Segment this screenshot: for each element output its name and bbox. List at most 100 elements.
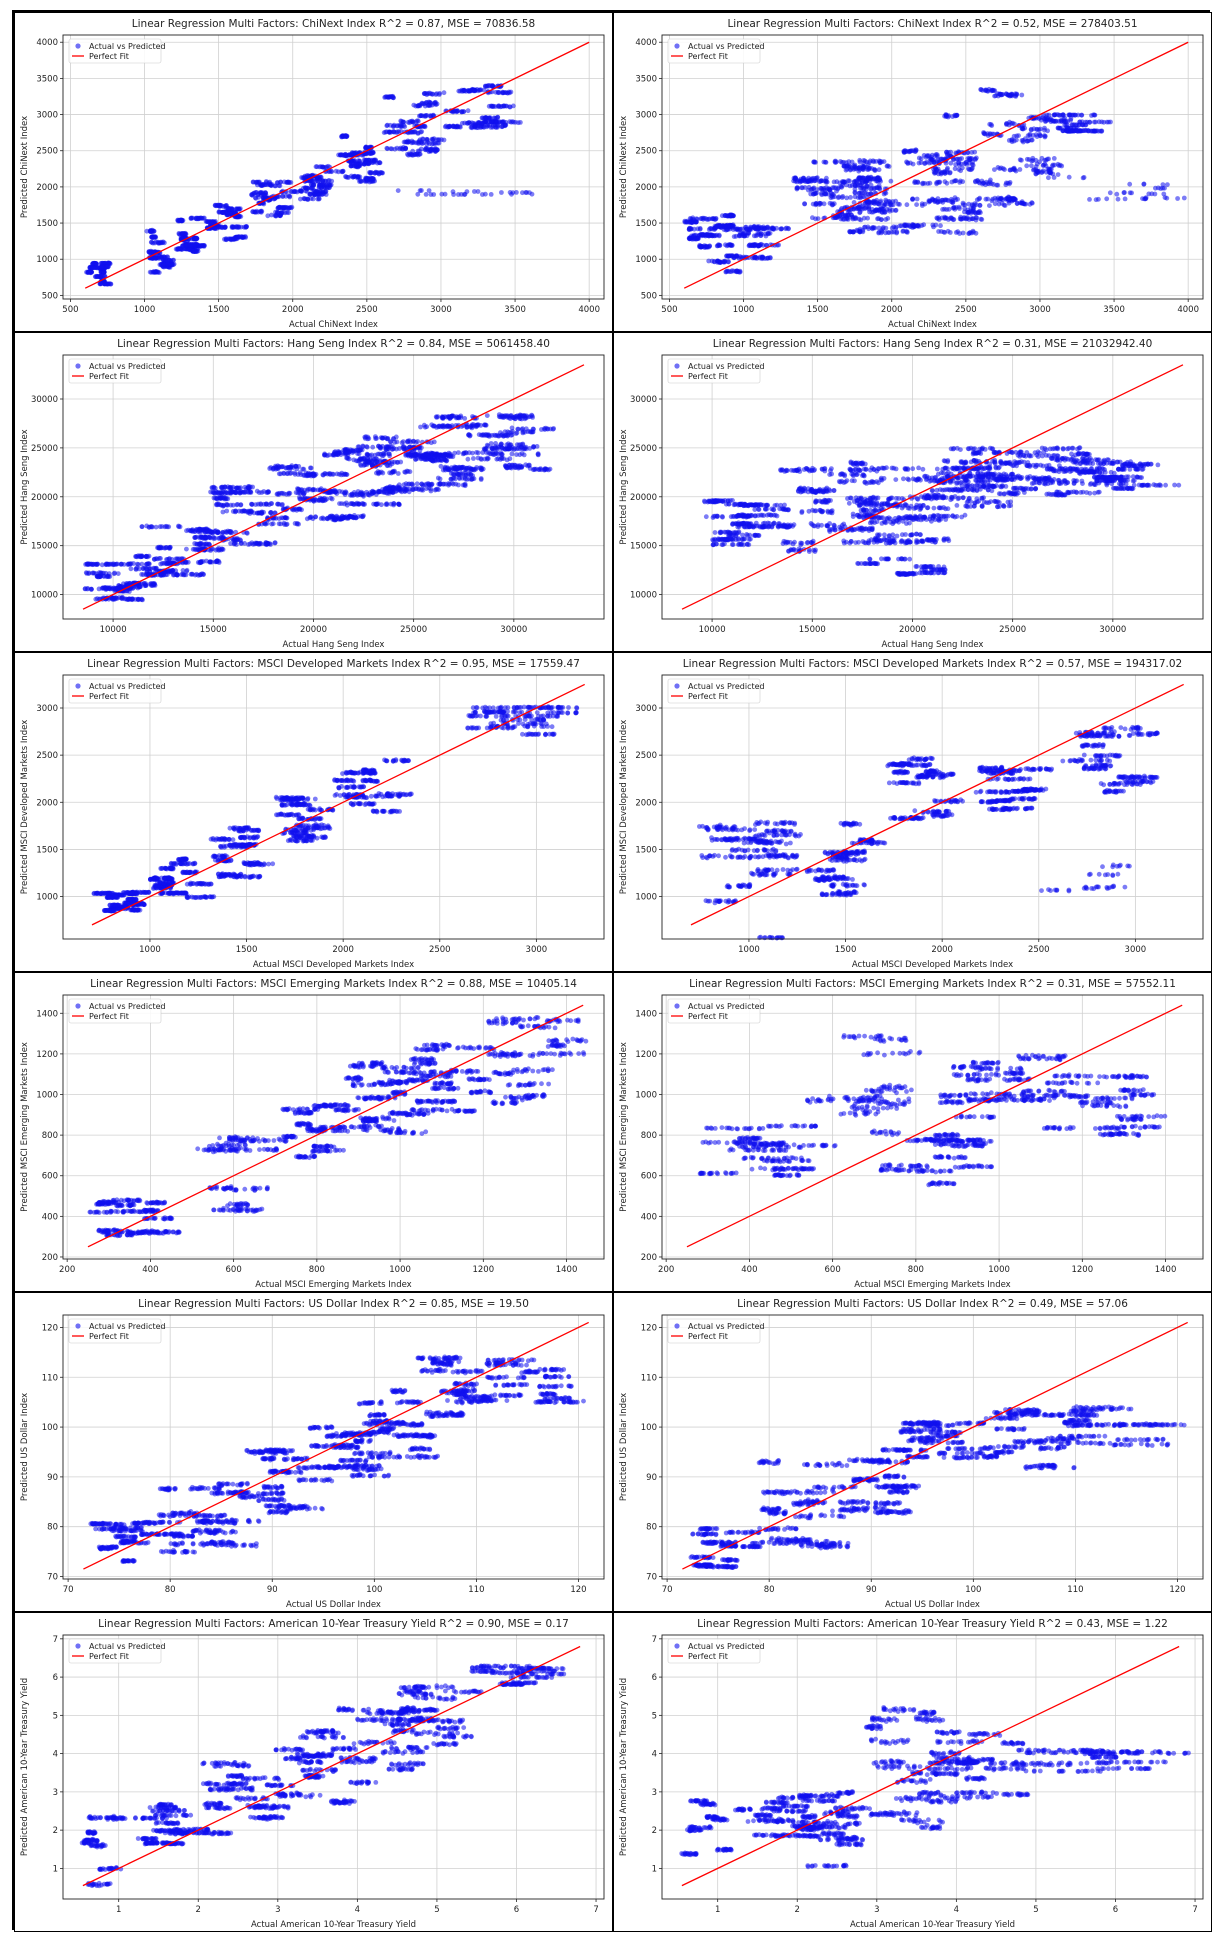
data-point (116, 583, 122, 589)
scatter-chart: Linear Regression Multi Factors: Hang Se… (20, 338, 605, 650)
data-point (1114, 191, 1120, 197)
data-point (960, 230, 966, 236)
data-point (345, 175, 350, 180)
data-point (982, 131, 988, 137)
data-point (360, 152, 366, 158)
data-point (254, 541, 259, 547)
data-point (793, 176, 799, 182)
data-point (941, 169, 947, 175)
x-tick-label: 2500 (955, 305, 977, 315)
data-point (952, 166, 958, 172)
data-point (213, 502, 219, 508)
data-point (282, 522, 287, 527)
data-point (284, 180, 289, 185)
data-point (207, 559, 213, 565)
data-point (883, 197, 889, 203)
data-point (428, 147, 433, 153)
data-point (831, 179, 837, 185)
data-point (949, 216, 955, 221)
data-point (507, 190, 513, 195)
data-point (1014, 201, 1020, 207)
data-point (883, 230, 888, 236)
data-point (167, 261, 173, 267)
data-point (385, 94, 391, 100)
data-point (475, 189, 481, 194)
data-point (87, 269, 92, 275)
data-point (1106, 119, 1111, 125)
data-point (415, 191, 421, 197)
data-point (222, 224, 228, 230)
data-point (177, 524, 183, 530)
data-point (243, 235, 249, 240)
data-point (989, 198, 995, 204)
data-point (323, 192, 329, 197)
data-point (93, 261, 99, 266)
data-point (412, 152, 418, 157)
y-tick-label: 2500 (36, 147, 58, 157)
data-point (477, 87, 482, 93)
data-point (96, 586, 102, 592)
y-tick-label: 2000 (36, 183, 58, 193)
data-point (264, 541, 270, 547)
y-tick-label: 2500 (635, 147, 657, 157)
data-point (310, 178, 316, 184)
data-point (881, 159, 887, 165)
data-point (156, 270, 162, 275)
data-point (139, 572, 144, 577)
data-point (1059, 163, 1065, 169)
data-point (836, 185, 841, 191)
data-point (85, 586, 91, 591)
data-point (1104, 196, 1110, 202)
legend-box (68, 38, 162, 64)
data-point (1047, 167, 1053, 173)
data-point (268, 183, 274, 189)
y-tick-label: 10000 (31, 591, 58, 601)
data-point (1038, 117, 1044, 123)
data-point (1051, 175, 1057, 180)
data-point (691, 217, 697, 223)
y-tick-label: 3000 (635, 111, 657, 121)
data-point (850, 229, 856, 235)
legend-point-marker (75, 43, 81, 49)
data-point (852, 164, 857, 170)
data-point (725, 268, 731, 274)
data-point (1084, 119, 1090, 125)
data-point (220, 547, 226, 552)
data-point (128, 566, 134, 572)
data-point (851, 200, 857, 205)
data-point (167, 560, 173, 565)
data-point (1165, 182, 1170, 188)
data-point (1141, 181, 1147, 187)
data-point (91, 562, 96, 567)
data-point (855, 195, 861, 201)
data-point (135, 597, 141, 602)
data-point (500, 90, 505, 96)
data-point (785, 226, 791, 231)
legend-label-actual: Actual vs Predicted (688, 42, 765, 51)
data-point (890, 207, 895, 213)
data-point (922, 160, 928, 166)
data-point (250, 179, 256, 185)
data-point (689, 233, 694, 239)
data-point (320, 164, 325, 170)
data-point (143, 582, 149, 588)
data-point (860, 229, 866, 235)
data-point (862, 158, 868, 164)
data-point (704, 244, 710, 250)
y-tick-label: 1500 (36, 219, 58, 229)
data-point (844, 166, 850, 172)
data-point (107, 586, 112, 592)
data-point (885, 216, 891, 221)
data-point (417, 151, 422, 157)
data-point (818, 186, 824, 191)
data-point (256, 192, 261, 198)
y-tick-label: 4000 (36, 38, 58, 48)
data-point (456, 192, 461, 197)
data-point (987, 203, 992, 209)
data-point (194, 571, 200, 577)
data-point (151, 228, 157, 234)
data-point (149, 524, 155, 530)
y-axis-label: Predicted ChiNext Index (20, 116, 30, 218)
data-point (418, 146, 424, 152)
data-point (450, 124, 456, 130)
